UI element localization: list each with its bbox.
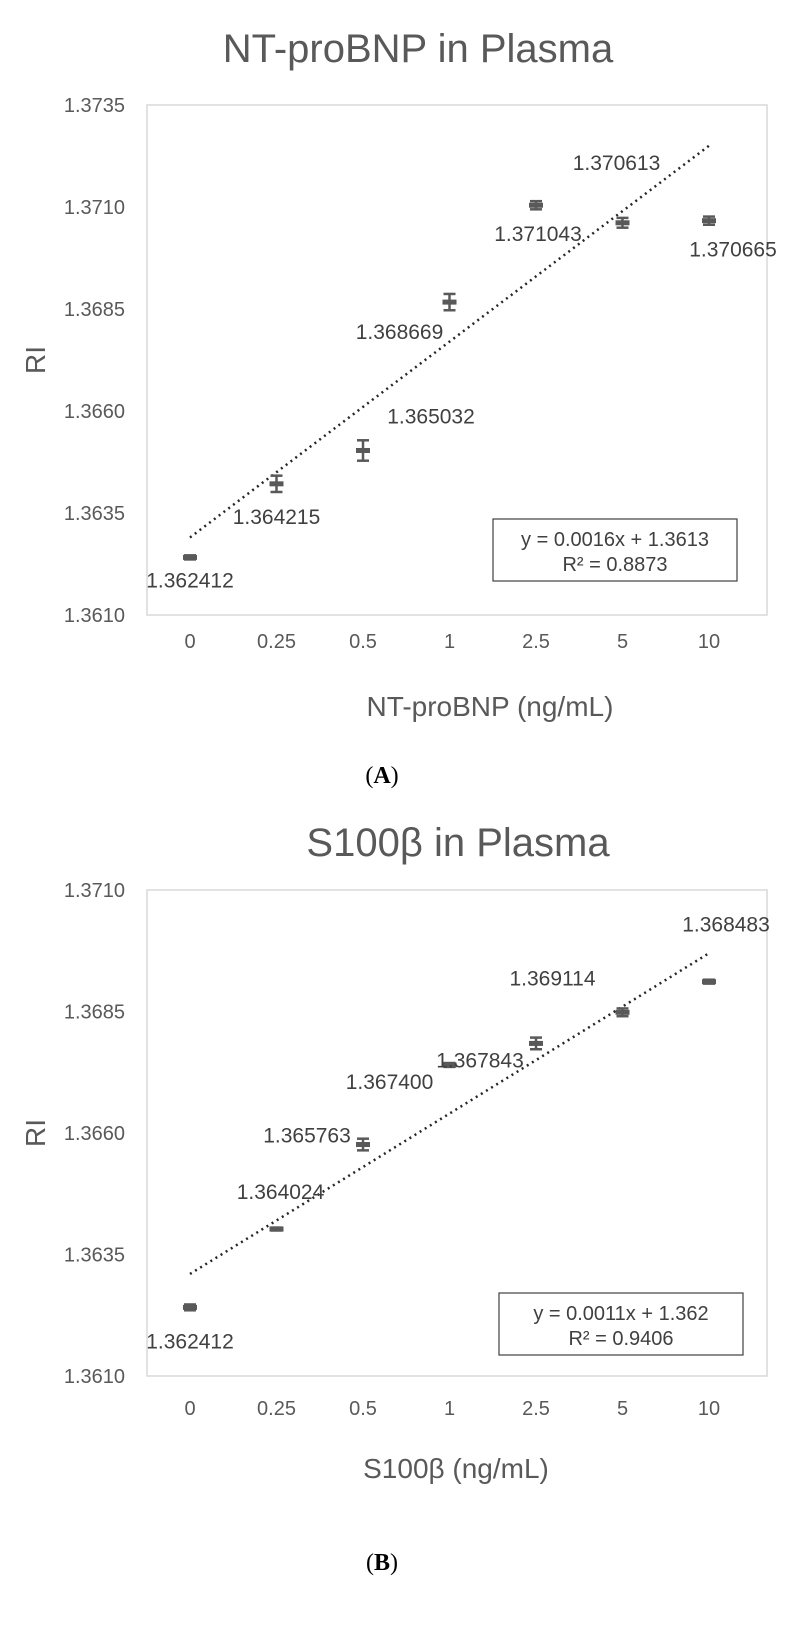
- data-label: 1.365763: [263, 1125, 351, 1148]
- data-label: 1.364215: [233, 506, 321, 529]
- chart-b-plot-area: [146, 889, 768, 1377]
- marker: [702, 218, 716, 224]
- marker: [442, 299, 457, 305]
- data-label: 1.369114: [509, 967, 595, 990]
- data-point: [702, 978, 716, 985]
- data-label: 1.364024: [237, 1181, 325, 1204]
- y-tick-label: 1.3685: [64, 299, 125, 321]
- chart-a-data-labels: 1.362412 1.364215 1.365032 1.368669 1.371043…: [146, 152, 777, 593]
- marker: [702, 979, 716, 985]
- chart-a-equation-box: [492, 518, 738, 582]
- data-label: 1.368669: [356, 321, 444, 344]
- x-tick-label: 2.5: [522, 631, 550, 653]
- chart-a-equation: y = 0.0016x + 1.3613: [521, 529, 709, 551]
- x-tick-label: 10: [698, 631, 720, 653]
- chart-b: S100β in Plasma 1.3710 1.3685 1.3660 1.3635…: [20, 821, 770, 1576]
- chart-a-data-marks: [183, 199, 716, 561]
- x-tick-label: 2.5: [522, 1398, 550, 1420]
- data-point: [615, 1007, 630, 1018]
- data-point: [269, 1226, 284, 1232]
- y-tick-label: 1.3610: [64, 1366, 125, 1388]
- data-point: [529, 1036, 543, 1051]
- x-tick-label: 0.25: [257, 1398, 296, 1420]
- x-tick-label: 0: [184, 631, 195, 653]
- data-label: 1.365032: [387, 405, 475, 428]
- data-label: 1.370665: [689, 239, 777, 262]
- chart-a-title: NT-proBNP in Plasma: [223, 27, 614, 71]
- data-point: [183, 1303, 197, 1312]
- data-label: 1.368483: [682, 914, 770, 937]
- chart-b-y-axis-label: RI: [20, 1119, 51, 1147]
- data-label: 1.362412: [146, 569, 234, 592]
- x-tick-label: 5: [617, 1398, 628, 1420]
- chart-a-x-axis-label: NT-proBNP (ng/mL): [367, 691, 614, 722]
- data-point: [269, 474, 284, 494]
- y-tick-label: 1.3635: [64, 1245, 125, 1267]
- x-tick-label: 0.25: [257, 631, 296, 653]
- marker: [615, 1009, 630, 1015]
- marker: [615, 220, 630, 226]
- y-tick-label: 1.3685: [64, 1002, 125, 1024]
- chart-b-title: S100β in Plasma: [306, 821, 610, 865]
- x-tick-label: 1: [444, 631, 455, 653]
- data-point: [183, 554, 197, 561]
- y-tick-label: 1.3635: [64, 503, 125, 525]
- data-point: [702, 215, 716, 226]
- marker: [183, 554, 197, 560]
- data-point: [356, 439, 370, 462]
- y-tick-label: 1.3710: [64, 197, 125, 219]
- marker: [183, 1304, 197, 1310]
- data-point: [442, 1061, 457, 1069]
- data-label: 1.371043: [494, 223, 582, 246]
- marker: [529, 1040, 543, 1046]
- data-point: [356, 1137, 370, 1152]
- data-label: 1.362412: [146, 1330, 234, 1353]
- chart-b-x-axis-label: S100β (ng/mL): [363, 1453, 549, 1484]
- chart-b-y-ticks: 1.3710 1.3685 1.3660 1.3635 1.3610: [64, 880, 125, 1388]
- marker: [269, 481, 284, 487]
- chart-b-trendline: [189, 952, 710, 1276]
- x-tick-label: 0.5: [349, 1398, 377, 1420]
- chart-a-plot-area: [146, 104, 768, 616]
- panel-label-b: (B): [366, 1550, 398, 1576]
- data-label: 1.367843: [436, 1049, 524, 1072]
- marker: [269, 1226, 284, 1232]
- chart-a-x-ticks: 0 0.25 0.5 1 2.5 5 10: [184, 631, 720, 653]
- panel-label-a: (A): [365, 763, 398, 789]
- chart-a-trendline: [189, 144, 710, 539]
- chart-b-r-squared: R² = 0.9406: [568, 1328, 673, 1350]
- y-tick-label: 1.3610: [64, 605, 125, 627]
- marker: [356, 447, 370, 453]
- chart-b-equation-box: [498, 1292, 744, 1356]
- chart-b-x-ticks: 0 0.25 0.5 1 2.5 5 10: [184, 1398, 720, 1420]
- chart-b-data-marks: [183, 978, 716, 1312]
- chart-a: NT-proBNP in Plasma 1.37351.37101.36851.…: [20, 27, 777, 789]
- y-tick-label: 1.3735: [64, 95, 125, 117]
- data-label: 1.367400: [346, 1071, 434, 1094]
- y-tick-label: 1.3710: [64, 880, 125, 902]
- data-label: 1.370613: [573, 152, 661, 175]
- chart-a-y-ticks: 1.3735 1.3710 1.3685 1.3660 1.3635 1.3610: [64, 95, 125, 627]
- x-tick-label: 0: [184, 1398, 195, 1420]
- x-tick-label: 0.5: [349, 631, 377, 653]
- x-tick-label: 10: [698, 1398, 720, 1420]
- chart-b-equation: y = 0.0011x + 1.362: [533, 1303, 708, 1325]
- y-tick-label: 1.3660: [64, 401, 125, 423]
- chart-a-r-squared: R² = 0.8873: [562, 554, 667, 576]
- chart-a-y-axis-label: RI: [20, 346, 51, 374]
- y-tick-label: 1.3660: [64, 1123, 125, 1145]
- data-point: [615, 216, 630, 229]
- x-tick-label: 1: [444, 1398, 455, 1420]
- chart-b-data-labels: 1.362412 1.364024 1.365763 1.3674001.367843…: [146, 914, 770, 1354]
- marker: [356, 1142, 370, 1148]
- data-point: [529, 199, 543, 211]
- data-point: [442, 292, 457, 312]
- marker: [529, 202, 543, 208]
- marker: [442, 1062, 457, 1068]
- x-tick-label: 5: [617, 631, 628, 653]
